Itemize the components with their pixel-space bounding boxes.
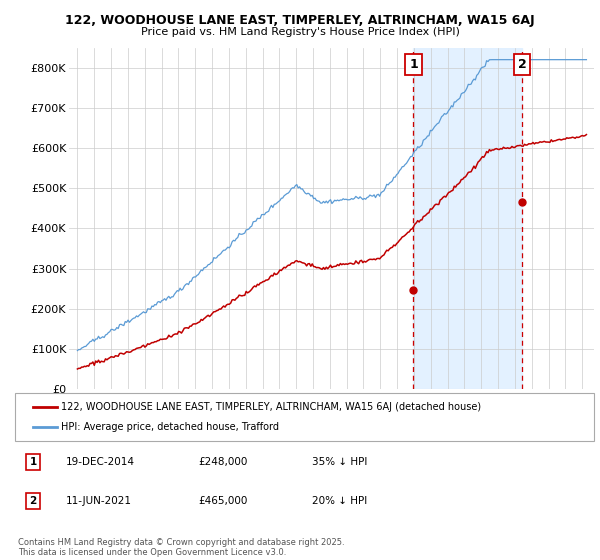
Text: HPI: Average price, detached house, Trafford: HPI: Average price, detached house, Traf… (61, 422, 279, 432)
Text: Contains HM Land Registry data © Crown copyright and database right 2025.
This d: Contains HM Land Registry data © Crown c… (18, 538, 344, 557)
Text: 11-JUN-2021: 11-JUN-2021 (66, 496, 132, 506)
Text: 19-DEC-2014: 19-DEC-2014 (66, 457, 135, 467)
Text: £465,000: £465,000 (198, 496, 247, 506)
Text: 2: 2 (518, 58, 527, 71)
Text: £248,000: £248,000 (198, 457, 247, 467)
Text: 1: 1 (29, 457, 37, 467)
Text: 2: 2 (29, 496, 37, 506)
Text: 20% ↓ HPI: 20% ↓ HPI (312, 496, 367, 506)
Text: 122, WOODHOUSE LANE EAST, TIMPERLEY, ALTRINCHAM, WA15 6AJ: 122, WOODHOUSE LANE EAST, TIMPERLEY, ALT… (65, 14, 535, 27)
Text: 1: 1 (409, 58, 418, 71)
Text: 35% ↓ HPI: 35% ↓ HPI (312, 457, 367, 467)
Bar (413, 48, 523, 389)
Text: Price paid vs. HM Land Registry's House Price Index (HPI): Price paid vs. HM Land Registry's House … (140, 27, 460, 37)
Text: 122, WOODHOUSE LANE EAST, TIMPERLEY, ALTRINCHAM, WA15 6AJ (detached house): 122, WOODHOUSE LANE EAST, TIMPERLEY, ALT… (61, 402, 481, 412)
